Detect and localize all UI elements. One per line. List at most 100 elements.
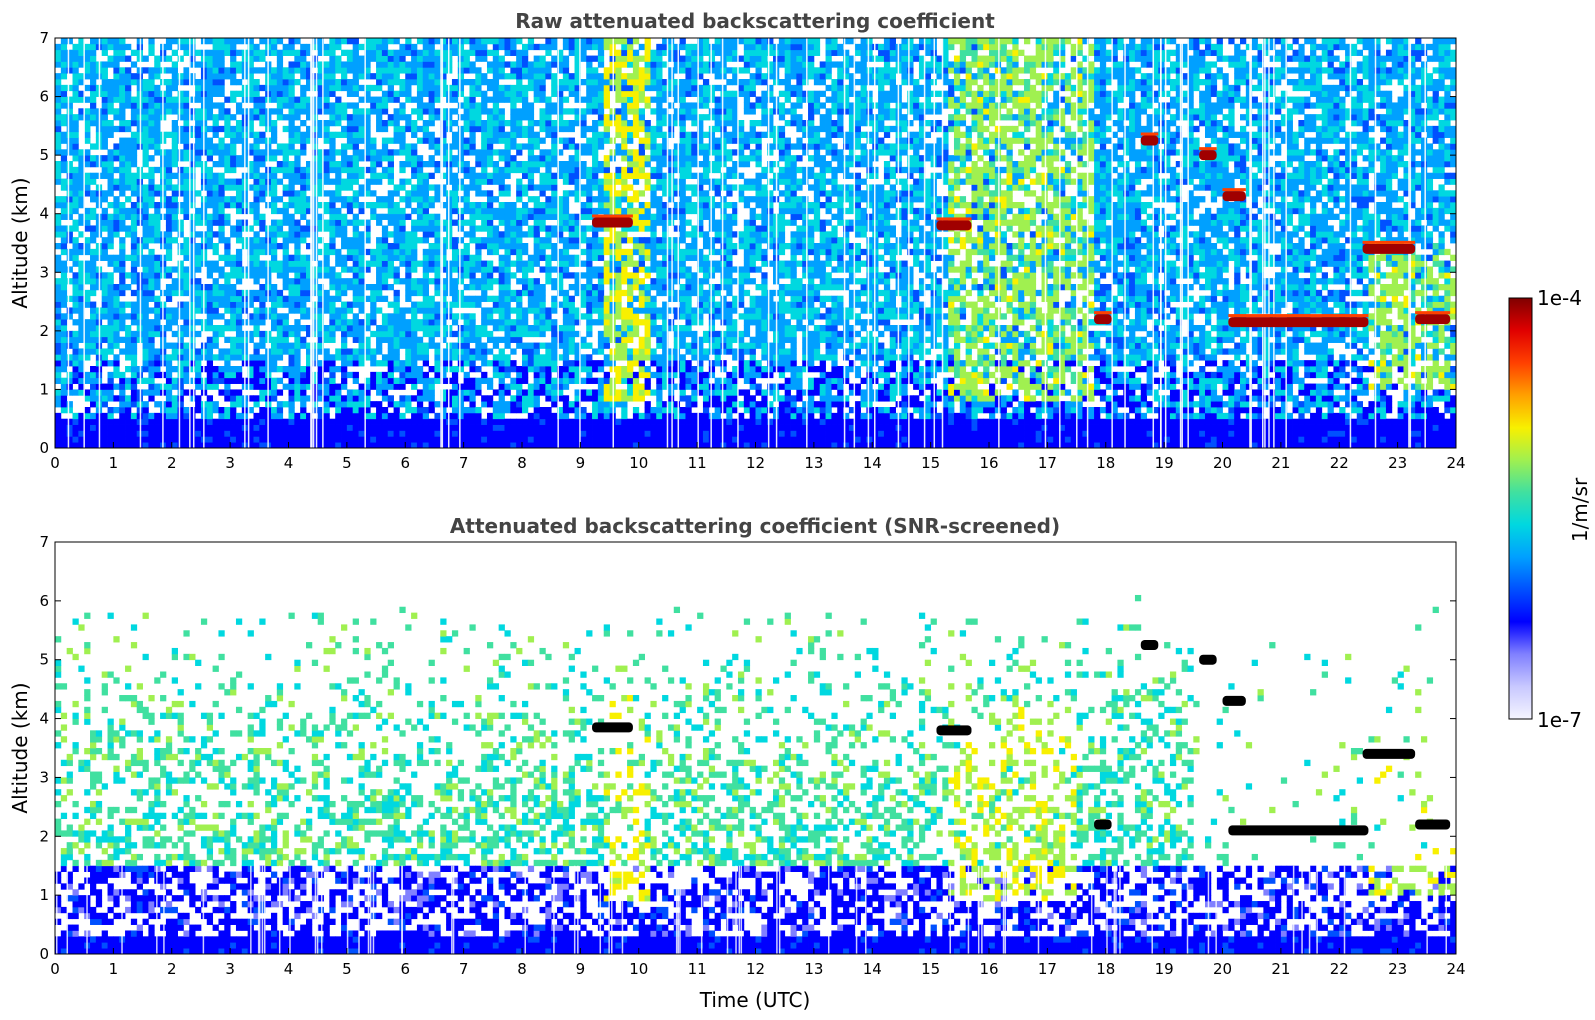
data-gap-streak [322,38,324,448]
x-tick-label: 10 [629,454,648,472]
x-axis-label-time: Time (UTC) [699,988,811,1012]
data-gap-streak [1106,865,1108,954]
y-tick-label: 4 [39,710,49,728]
x-tick-label: 22 [1330,454,1349,472]
data-gap-streak [372,865,375,954]
x-tick-label: 8 [517,454,527,472]
data-gap-streak [261,865,264,954]
data-gap-streak [267,38,269,448]
x-ticks-screened: 0 1 2 3 4 5 6 7 8 9 10 11 12 13 14 15 16 17 18 19 20 21 22 23 24 [50,948,1466,978]
data-gap-streak [775,38,778,448]
data-gap-streak [178,38,181,448]
y-tick-label: 2 [39,322,49,340]
data-gap-streak [710,38,712,448]
data-gap-streak [557,38,559,448]
x-tick-label: 12 [746,454,765,472]
data-gap-streak [573,865,576,954]
panel-screened: Attenuated backscattering coefficient (S… [8,514,1466,1012]
data-gap-streak [1292,865,1295,954]
colorbar: 1e-4 1e-7 1/m/sr [1508,286,1592,732]
data-gap-streak [316,865,319,954]
data-gap-streak [1187,38,1189,448]
data-gap-streak [250,865,252,954]
x-tick-label: 22 [1330,960,1349,978]
data-gap-streak [700,865,703,954]
y-ticks-screened: 0 1 2 3 4 5 6 7 [39,533,1456,963]
data-gap-streak [855,865,858,954]
data-gap-streak [737,38,739,448]
cloud-layer-3 [1199,150,1217,161]
x-tick-label: 15 [921,960,940,978]
data-gap-streak [244,38,246,448]
panel-title-raw: Raw attenuated backscattering coefficien… [515,9,995,33]
data-gap-streak [949,865,951,954]
data-gap-streak [440,38,442,448]
data-gap-streak [257,865,260,954]
data-gap-streak [369,865,372,954]
y-tick-label: 0 [39,439,49,457]
data-gap-streak [314,865,317,954]
x-tick-label: 0 [50,960,60,978]
data-gap-streak [1002,865,1005,954]
data-gap-streak [1426,865,1428,954]
x-tick-label: 5 [342,960,352,978]
x-tick-label: 23 [1388,960,1407,978]
cloud-layer-2 [1140,640,1159,650]
x-tick-label: 21 [1271,960,1290,978]
data-gap-streak [897,38,900,448]
data-gap-streak [1037,865,1040,954]
heatmap-screened [55,594,1456,954]
data-gap-streak [1152,38,1155,448]
cloud-layer-7 [1362,243,1416,254]
data-gap-streak [1207,865,1210,954]
data-gap-streak [806,38,808,448]
x-tick-label: 1 [109,454,119,472]
data-gap-streak [679,865,681,954]
colorbar-bar [1508,297,1533,720]
cloud-edge-2 [1140,132,1159,136]
cloud-layer-0 [592,217,633,228]
y-tick-label: 5 [39,146,49,164]
data-gap-streak [289,865,291,954]
data-gap-streak [83,38,85,448]
data-gap-streak [1086,38,1089,448]
data-gap-streak [923,38,926,448]
data-gap-streak [311,38,313,448]
y-tick-label: 5 [39,651,49,669]
x-tick-label: 13 [804,454,823,472]
x-tick-label: 18 [1096,960,1115,978]
x-tick-label: 16 [979,454,998,472]
y-tick-label: 3 [39,263,49,281]
data-gap-streak [202,865,205,954]
data-gap-streak [1059,38,1061,448]
data-gap-streak [1316,865,1318,954]
data-gap-streak [192,38,195,448]
cloud-layer-1 [936,725,972,736]
x-tick-label: 13 [804,960,823,978]
data-gap-streak [1004,865,1007,954]
data-gap-streak [1249,38,1251,448]
data-gap-streak [776,865,778,954]
data-gap-streak [1261,38,1264,448]
cloud-layer-3 [1199,654,1217,665]
data-gap-streak [1111,38,1113,448]
x-tick-label: 9 [576,960,586,978]
x-tick-label: 12 [746,960,765,978]
x-tick-label: 2 [167,960,177,978]
data-gap-streak [121,865,123,954]
data-gap-streak [874,38,876,448]
data-gap-streak [358,865,360,954]
cloud-edge-1 [936,217,972,221]
data-gap-streak [66,865,69,954]
data-gap-streak [735,865,737,954]
data-gap-streak [671,38,673,448]
data-gap-streak [524,865,526,954]
x-tick-label: 2 [167,454,177,472]
x-ticks-raw: 0 1 2 3 4 5 6 7 8 9 10 11 12 13 14 15 16 17 18 19 20 21 22 23 24 [50,442,1466,472]
x-tick-label: 11 [688,454,707,472]
data-gap-streak [86,865,88,954]
data-gap-streak [1186,865,1189,954]
data-gap-streak [1044,38,1047,448]
y-tick-label: 4 [39,205,49,223]
